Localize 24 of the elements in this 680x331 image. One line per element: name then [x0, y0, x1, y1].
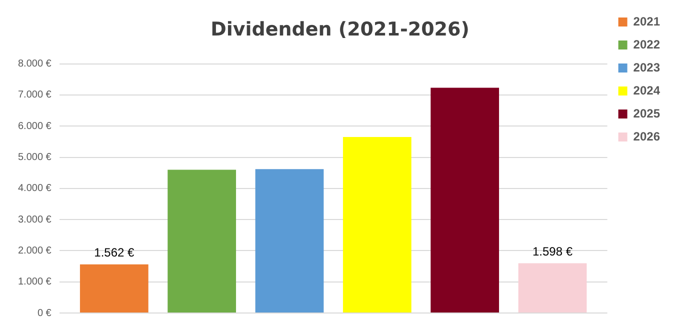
y-tick-label: 6.000 € [18, 120, 52, 132]
y-tick-label: 4.000 € [18, 183, 52, 194]
legend-label: 2022 [633, 37, 660, 52]
y-tick-label: 5.000 € [18, 152, 52, 163]
legend-label: 2021 [633, 14, 660, 28]
chart-title: Dividenden (2021-2026) [210, 18, 470, 40]
bar [430, 88, 500, 312]
legend-label: 2026 [633, 129, 660, 144]
bar [342, 137, 412, 312]
y-tick-label: 7.000 € [18, 90, 52, 101]
legend-label: 2025 [633, 106, 660, 120]
y-tick-label: 3.000 € [18, 214, 52, 226]
bar [255, 169, 324, 312]
y-tick-label: 2.000 € [18, 245, 52, 256]
legend-label: 2023 [633, 60, 660, 74]
bar [80, 264, 148, 312]
data-label: 1.598 € [532, 244, 573, 259]
y-tick-label: 1.000 € [18, 276, 52, 288]
bar [518, 263, 587, 312]
legend-label: 2024 [633, 83, 660, 98]
data-label: 1.562 € [94, 246, 134, 260]
y-tick-label: 8.000 € [18, 58, 52, 70]
bar [168, 170, 236, 312]
y-tick-label: 0 € [37, 308, 52, 319]
